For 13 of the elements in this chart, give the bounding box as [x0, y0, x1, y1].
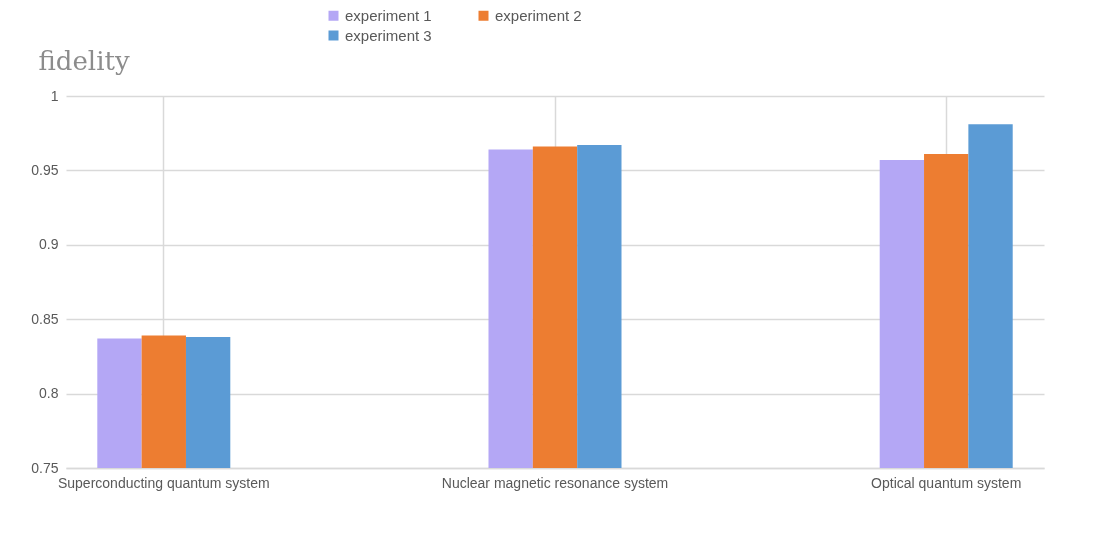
y-tick-label: 0.8 — [39, 385, 59, 402]
legend-label: experiment 1 — [345, 6, 432, 24]
y-tick-label: 0.85 — [31, 310, 59, 327]
x-tick-label: Superconducting quantum system — [57, 474, 270, 491]
y-tick-label: 1 — [50, 87, 59, 104]
y-axis-title: fidelity — [38, 45, 130, 76]
x-tick-label: Nuclear magnetic resonance system — [441, 474, 669, 491]
x-tick-label: Optical quantum system — [871, 474, 1022, 491]
y-tick-label: 0.9 — [39, 236, 59, 253]
legend-label: experiment 2 — [495, 6, 582, 24]
y-tick-label: 0.75 — [31, 459, 59, 476]
legend-label: experiment 3 — [345, 26, 432, 44]
y-tick-label: 0.95 — [31, 161, 59, 178]
